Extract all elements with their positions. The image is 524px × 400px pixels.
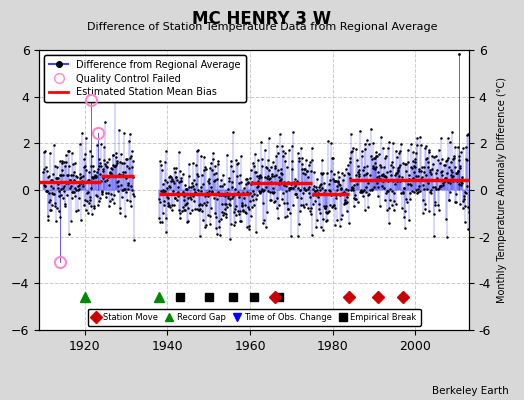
Text: Berkeley Earth: Berkeley Earth [432,386,508,396]
Text: MC HENRY 3 W: MC HENRY 3 W [192,10,332,28]
Y-axis label: Monthly Temperature Anomaly Difference (°C): Monthly Temperature Anomaly Difference (… [497,77,507,303]
Legend: Difference from Regional Average, Quality Control Failed, Estimated Station Mean: Difference from Regional Average, Qualit… [44,55,246,102]
Text: Difference of Station Temperature Data from Regional Average: Difference of Station Temperature Data f… [87,22,437,32]
